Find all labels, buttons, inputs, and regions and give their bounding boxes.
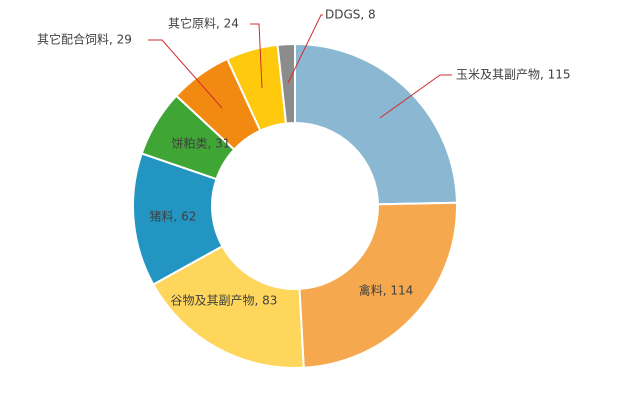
slice-2 [151,244,305,369]
data-label-4: 饼粕类, 31 [172,136,231,151]
data-label-7: DDGS, 8 [325,8,376,22]
data-label-3: 猪料, 62 [150,210,197,224]
data-label-6: 其它原料, 24 [168,16,239,31]
leader-lines [148,14,452,119]
leader-line-0 [379,74,452,119]
donut-slices [132,42,458,369]
data-label-0: 玉米及其副产物, 115 [456,68,571,82]
leader-line-5 [148,39,223,109]
data-label-5: 其它配合饲料, 29 [37,32,132,47]
leader-line-7 [287,14,323,84]
slice-7 [276,42,296,125]
leader-line-6 [250,23,263,89]
data-label-1: 禽料, 114 [359,283,414,298]
slice-1 [298,201,458,369]
slice-0 [294,42,458,206]
data-label-2: 谷物及其副产物, 83 [171,294,278,308]
data-labels: 玉米及其副产物, 115 禽料, 114 谷物及其副产物, 83 猪料, 62 饼粕类,… [37,8,571,308]
